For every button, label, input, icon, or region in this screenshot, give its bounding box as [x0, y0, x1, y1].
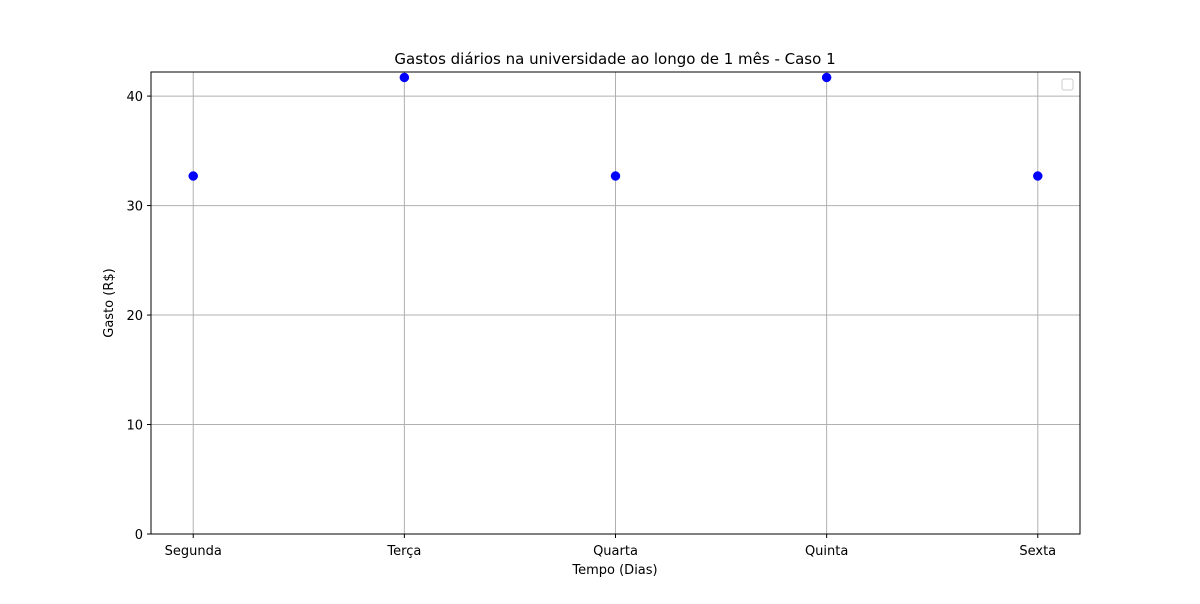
x-axis-label: Tempo (Dias) — [571, 563, 657, 578]
x-tick-label: Quinta — [805, 544, 848, 559]
y-axis-label: Gasto (R$) — [102, 268, 117, 337]
chart-title: Gastos diários na universidade ao longo … — [394, 50, 835, 68]
x-axis: Segunda Terça Quarta Quinta Sexta — [165, 534, 1056, 559]
x-tick-label: Quarta — [593, 544, 638, 559]
y-tick-label: 10 — [126, 419, 143, 434]
data-point — [821, 72, 832, 83]
data-point — [188, 171, 198, 181]
data-point — [610, 171, 621, 181]
legend-box — [1061, 78, 1074, 91]
data-point — [399, 72, 410, 83]
y-tick-label: 30 — [126, 200, 143, 215]
y-axis: 0 10 20 30 40 — [126, 90, 151, 543]
x-tick-label: Terça — [386, 544, 421, 559]
x-tick-label: Sexta — [1019, 544, 1056, 559]
data-points — [188, 72, 1043, 181]
data-point — [1033, 171, 1043, 181]
x-tick-label: Segunda — [165, 544, 222, 559]
y-tick-label: 0 — [135, 528, 143, 543]
y-tick-label: 40 — [126, 90, 143, 105]
grid — [151, 72, 1080, 535]
y-tick-label: 20 — [126, 309, 143, 324]
